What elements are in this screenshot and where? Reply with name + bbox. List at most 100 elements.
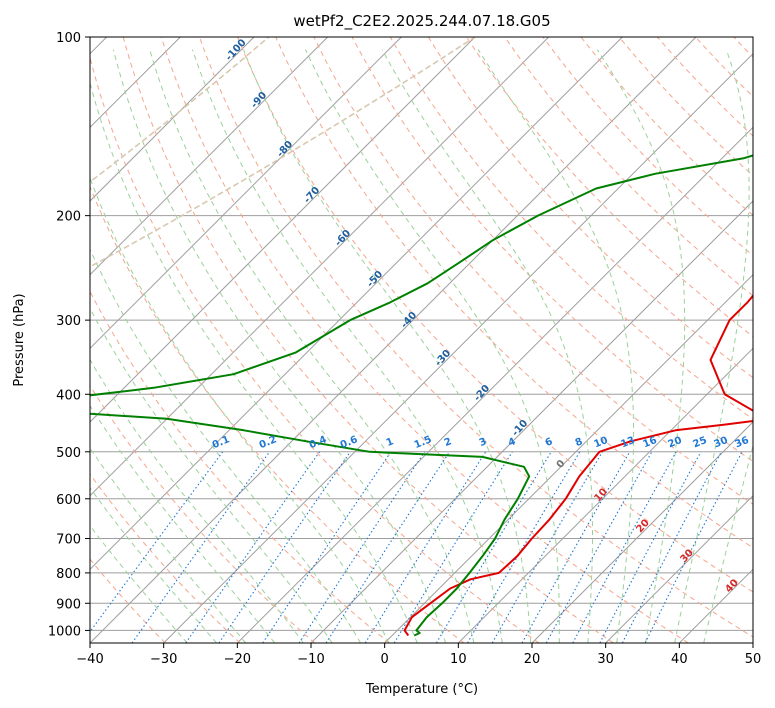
x-tick-label: −20	[224, 652, 251, 667]
y-tick-label: 700	[56, 533, 81, 548]
mixing-ratio-line	[545, 451, 653, 643]
mixing-ratio-label: 4	[507, 436, 518, 449]
dry-adiabat-lines	[90, 37, 753, 643]
plot-frame	[89, 36, 754, 644]
x-tick-label: −30	[150, 652, 177, 667]
x-tick-label: −10	[297, 652, 324, 667]
dry-adiabat	[90, 558, 166, 643]
isotherm	[163, 52, 753, 643]
moist-adiabat	[191, 49, 503, 643]
moist-adiabat	[381, 49, 593, 643]
dry-adiabat	[466, 37, 753, 338]
moist-adiabat	[90, 486, 217, 643]
x-tick-label: −40	[76, 652, 103, 667]
isotherm	[90, 37, 329, 276]
moist-adiabat	[596, 49, 686, 643]
y-tick-label: 400	[56, 388, 81, 403]
mixing-ratio-label: 10	[593, 435, 610, 450]
mixing-ratio-line	[599, 451, 702, 643]
isotherm	[531, 421, 753, 643]
dry-adiabat	[275, 37, 753, 549]
isotherm	[384, 273, 753, 643]
y-axis-ticks: 100 200 300 400 500 600 700 800 900 1000	[48, 31, 90, 639]
dry-adiabat	[504, 37, 753, 297]
isotherm	[90, 37, 697, 643]
isotherm	[236, 126, 753, 643]
y-axis-label: Pressure (hPa)	[12, 293, 27, 386]
moist-adiabat	[674, 49, 750, 643]
x-tick-label: 40	[671, 652, 688, 667]
y-tick-label: 800	[56, 567, 81, 582]
mixing-ratio-line	[298, 451, 426, 643]
dry-adiabat	[90, 384, 316, 643]
moist-adiabat	[305, 49, 560, 643]
mixing-ratio-line	[572, 451, 677, 643]
dry-adiabat	[122, 37, 614, 643]
x-tick-label: 20	[524, 652, 541, 667]
mixing-ratio-label: 25	[692, 435, 709, 450]
isotherm	[310, 200, 753, 643]
moist-adiabat	[90, 404, 275, 643]
dry-adiabat	[199, 37, 753, 638]
mixing-ratio-line	[185, 451, 321, 643]
dry-adiabat	[90, 55, 540, 643]
mixing-ratio-labels: 0.1 0.2 0.4 0.6 1 1.5 2 3 4 6 8 10 13 16 20 25 30 36	[211, 434, 751, 451]
mixing-ratio-label: 8	[574, 436, 585, 449]
dry-adiabat	[90, 473, 241, 643]
sounding-series	[90, 154, 753, 637]
moist-adiabat	[477, 49, 634, 643]
x-tick-label: 10	[450, 652, 467, 667]
dry-adiabat	[351, 37, 753, 463]
chart-title: wetPf2_C2E2.2025.244.07.18.G05	[293, 12, 550, 31]
plot-area: -100-90-80-70-60-50-40-30-20-10010203040…	[90, 37, 753, 643]
mixing-ratio-lines	[90, 451, 743, 643]
mixing-ratio-label: 1	[385, 436, 396, 449]
mixing-ratio-label: 16	[642, 435, 659, 450]
mixing-ratio-line	[90, 451, 224, 633]
mixing-ratio-line	[131, 451, 271, 643]
dry-adiabat	[90, 185, 465, 643]
x-tick-label: 30	[597, 652, 614, 667]
moist-adiabat	[90, 447, 247, 643]
x-tick-label: 0	[381, 652, 389, 667]
mixing-ratio-line	[364, 451, 487, 643]
mixing-ratio-line	[435, 451, 552, 643]
moist-adiabat	[90, 176, 390, 643]
x-axis-ticks: −40 −30 −20 −10 0 10 20 30 40 50	[76, 643, 761, 667]
pressure-gridlines	[90, 37, 753, 631]
mixing-ratio-label: 6	[544, 436, 555, 449]
moist-adiabat	[90, 524, 188, 643]
y-tick-label: 200	[56, 210, 81, 225]
y-tick-label: 100	[56, 31, 81, 46]
x-axis-label: Temperature (°C)	[365, 682, 478, 697]
isotherm	[457, 347, 753, 643]
dry-adiabat	[313, 37, 753, 505]
mixing-ratio-label: 2	[443, 436, 454, 449]
mixing-ratio-label: 3	[478, 436, 489, 449]
dry-adiabat	[237, 37, 753, 593]
isotherm	[605, 494, 753, 643]
moist-adiabat	[112, 49, 446, 643]
dry-adiabat	[160, 37, 689, 643]
isotherm-lines	[90, 37, 753, 643]
isotherm	[90, 37, 550, 497]
isotherm	[90, 37, 402, 350]
moist-adiabat	[90, 248, 362, 643]
x-tick-label: 50	[745, 652, 762, 667]
mixing-ratio-label: 30	[713, 435, 730, 450]
mixing-ratio-line	[262, 451, 392, 643]
dry-adiabat	[90, 290, 390, 643]
mixing-ratio-line	[325, 451, 451, 643]
y-tick-label: 300	[56, 314, 81, 329]
mixing-ratio-label: 13	[620, 435, 637, 450]
moist-adiabat	[243, 49, 532, 643]
mixing-ratio-label: 36	[734, 435, 751, 450]
mixing-ratio-line	[521, 451, 631, 643]
moist-adiabat	[90, 80, 418, 643]
y-tick-label: 500	[56, 446, 81, 461]
dry-adiabat	[389, 37, 753, 420]
y-tick-label: 1000	[48, 624, 81, 639]
y-tick-label: 600	[56, 493, 81, 508]
